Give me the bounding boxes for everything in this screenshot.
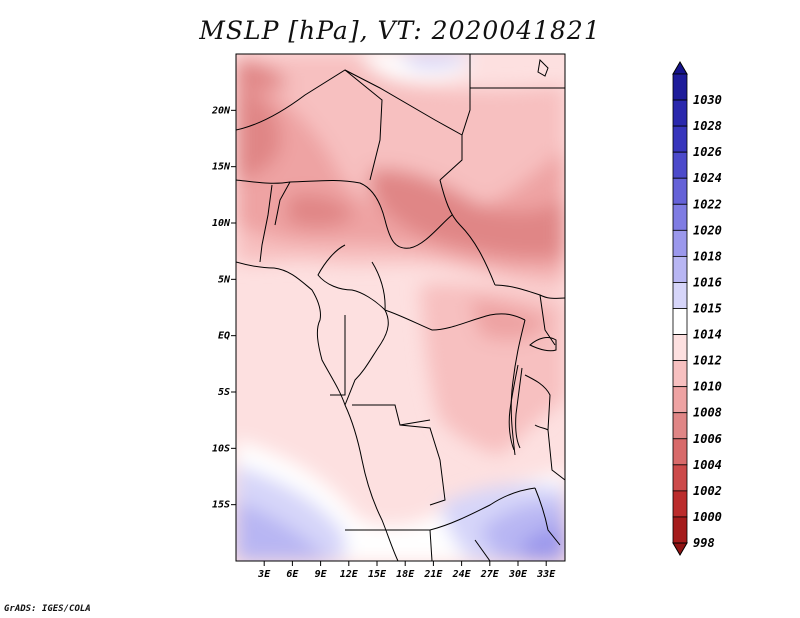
longitude-axis: 3E 6E 9E 12E 15E 18E 21E 24E 27E 30E 33E — [257, 561, 556, 580]
map-frame — [235, 53, 566, 562]
lon-label: 18E — [396, 569, 415, 580]
lon-label: 27E — [480, 569, 500, 580]
colorbar-segment — [672, 490, 688, 518]
lon-label: 3E — [257, 569, 271, 580]
lat-label: 10N — [212, 218, 231, 229]
colorbar-segment — [672, 464, 688, 492]
colorbar-segment — [672, 229, 688, 257]
colorbar-label: 1020 — [693, 223, 722, 237]
map-title: MSLP [hPa], VT: 2020041821 — [199, 16, 601, 45]
colorbar-top-triangle — [672, 61, 688, 75]
colorbar-label: 1010 — [693, 380, 722, 394]
lat-label: 20N — [211, 105, 231, 116]
lon-label: 30E — [508, 569, 528, 580]
lon-label: 12E — [340, 569, 359, 580]
colorbar-segment — [672, 282, 688, 309]
colorbar-labels: 1030 1028 1026 1024 1022 1020 1018 1016 1015 1014… — [693, 93, 722, 550]
colorbar-segment — [672, 360, 688, 388]
lat-label: 5N — [218, 274, 231, 285]
colorbar-segment — [672, 151, 688, 179]
colorbar-label: 1004 — [693, 458, 722, 472]
colorbar-segment — [672, 308, 688, 335]
lat-label: 15S — [212, 500, 230, 511]
colorbar-label: 1024 — [693, 171, 722, 185]
lon-label: 15E — [368, 569, 387, 580]
colorbar-segment — [672, 125, 688, 153]
colorbar-label: 1014 — [693, 328, 722, 342]
lon-label: 21E — [423, 569, 443, 580]
lon-label: 24E — [452, 569, 472, 580]
colorbar-label: 1026 — [693, 145, 722, 159]
colorbar-label: 1018 — [693, 249, 722, 263]
colorbar-segment — [672, 177, 688, 205]
colorbar-label: 1030 — [693, 93, 722, 107]
colorbar-segment — [672, 412, 688, 440]
colorbar-segment — [672, 386, 688, 414]
colorbar-segment — [672, 203, 688, 231]
colorbar-label: 1012 — [693, 354, 722, 368]
colorbar-label: 998 — [693, 536, 715, 550]
colorbar-segment — [672, 99, 688, 127]
colorbar — [672, 61, 688, 556]
colorbar-segment — [672, 73, 688, 101]
colorbar-label: 1028 — [693, 119, 722, 133]
colorbar-label: 1022 — [693, 197, 722, 211]
colorbar-label: 1008 — [693, 406, 722, 420]
colorbar-segment — [672, 516, 688, 544]
colorbar-segment — [672, 255, 688, 283]
lon-label: 33E — [536, 569, 556, 580]
colorbar-label: 1002 — [693, 484, 722, 498]
lat-label: EQ — [218, 331, 230, 342]
latitude-axis: 20N 15N 10N 5N EQ 5S 10S 15S — [211, 105, 236, 511]
colorbar-bottom-triangle — [672, 542, 688, 556]
colorbar-label: 1000 — [693, 510, 722, 524]
colorbar-label: 1006 — [693, 432, 722, 446]
colorbar-label: 1015 — [693, 302, 722, 316]
pressure-field — [236, 54, 565, 561]
lat-label: 5S — [218, 387, 230, 398]
grads-credit: GrADS: IGES/COLA — [4, 604, 91, 614]
lon-label: 6E — [286, 569, 299, 580]
lat-label: 15N — [212, 162, 231, 173]
lon-label: 9E — [315, 569, 328, 580]
country-boundaries — [236, 54, 565, 561]
colorbar-segment — [672, 334, 688, 362]
lat-label: 10S — [212, 443, 230, 454]
colorbar-label: 1016 — [693, 275, 722, 289]
colorbar-segment — [672, 438, 688, 466]
